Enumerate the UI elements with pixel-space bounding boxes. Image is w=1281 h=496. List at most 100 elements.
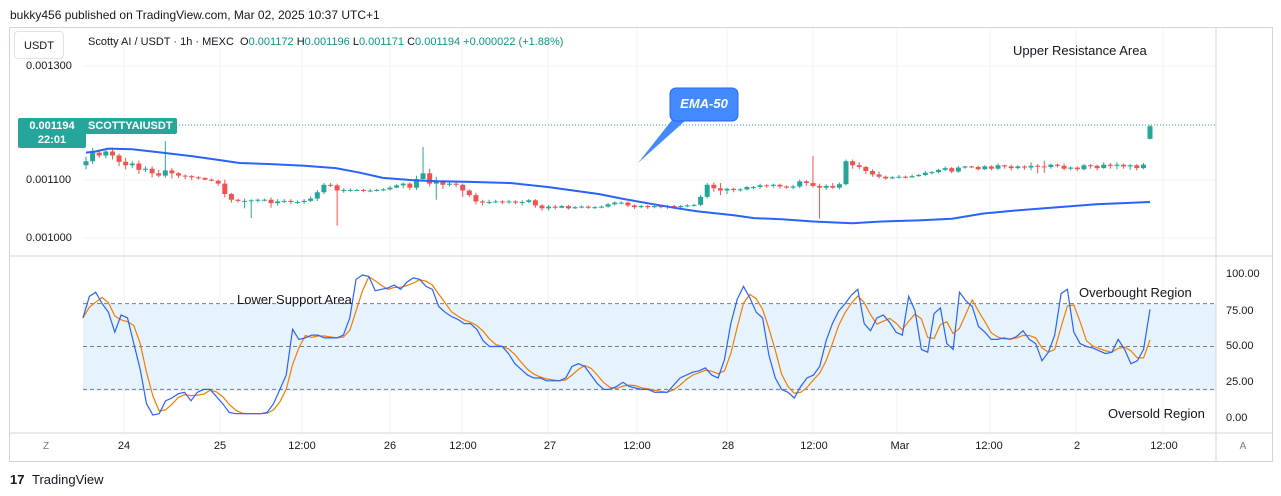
candle [235, 198, 241, 203]
candle [605, 203, 611, 208]
candle-body [803, 181, 809, 184]
candle-body [936, 169, 942, 173]
candle [169, 168, 175, 179]
candle [572, 206, 578, 209]
candle-body [374, 189, 380, 191]
candle [526, 199, 532, 204]
candle [850, 159, 856, 169]
timezone-button[interactable]: Z [42, 441, 50, 452]
candle [341, 188, 347, 193]
ema-callout-pointer [638, 113, 686, 163]
candle [717, 183, 723, 196]
candle [565, 204, 571, 210]
candle [486, 199, 492, 205]
candle [281, 199, 287, 204]
candle [1134, 164, 1140, 171]
candle [797, 179, 803, 189]
time-axis-label: 12:00 [449, 440, 477, 452]
candle [770, 183, 776, 188]
candle-body [1008, 166, 1014, 169]
logo-text: TradingView [32, 472, 104, 487]
candle [176, 172, 182, 178]
candle [420, 146, 426, 180]
candle [453, 182, 459, 188]
candle-body [1021, 166, 1027, 168]
candle [374, 188, 380, 192]
candle-body [632, 205, 638, 208]
candle-body [215, 180, 221, 184]
candle-body [598, 206, 604, 208]
auto-scale-button[interactable]: A [1239, 441, 1247, 452]
candle-body [922, 172, 928, 176]
candle-body [1101, 164, 1107, 169]
candle-body [889, 177, 895, 179]
candle-body [255, 199, 261, 201]
candle-body [572, 207, 578, 209]
candle [480, 199, 486, 206]
candle [598, 205, 604, 209]
candle-body [387, 187, 393, 190]
currency-button[interactable]: USDT [14, 31, 64, 59]
candle [354, 188, 360, 192]
candle-body [394, 185, 400, 188]
candle-body [704, 184, 710, 197]
candle [328, 183, 334, 188]
candle-body [909, 176, 915, 178]
time-axis-label: 26 [383, 440, 397, 452]
candle-body [116, 155, 122, 162]
candle-body [162, 170, 168, 176]
candle [248, 199, 254, 219]
high-value: 0.001196 [304, 36, 350, 48]
candle [869, 169, 875, 177]
candle-body [625, 202, 631, 206]
candle-body [784, 186, 790, 188]
candle [361, 188, 367, 193]
candle-body [195, 177, 201, 179]
time-axis-label: 2 [1073, 440, 1081, 452]
candle [367, 188, 373, 193]
candle [1048, 163, 1054, 169]
candle [314, 189, 320, 201]
candle [96, 150, 102, 158]
candle [228, 192, 234, 203]
candle [691, 203, 697, 207]
candle [149, 166, 155, 178]
tradingview-logo[interactable]: 17 TradingView [10, 472, 104, 487]
candle [116, 153, 122, 167]
candle [288, 199, 294, 205]
candle [519, 200, 525, 206]
osc-axis-label: 25.00 [1226, 376, 1254, 388]
candle [1127, 164, 1133, 170]
candle [142, 166, 148, 173]
high-label: H [296, 36, 305, 48]
ema-callout-box [669, 87, 739, 122]
symbol-info: Scotty AI / USDT · 1h · MEXC O0.001172 H… [88, 36, 563, 48]
candle-body [830, 185, 836, 188]
candle-body [724, 188, 730, 191]
candle-body [235, 199, 241, 201]
candle [1094, 164, 1100, 171]
candle-body [856, 165, 862, 167]
candle-body [869, 171, 875, 175]
candle-body [275, 201, 281, 204]
candle [645, 204, 651, 209]
time-axis-label: 12:00 [975, 440, 1003, 452]
candle-body [850, 161, 856, 166]
candle-body [142, 168, 148, 170]
candle-body [817, 185, 823, 188]
candle [817, 183, 823, 219]
candle-body [1074, 167, 1080, 170]
candle-body [407, 183, 413, 188]
candle-body [176, 173, 182, 176]
time-axis-label: 25 [213, 440, 227, 452]
candle-body [149, 168, 155, 174]
open-label: O [240, 36, 249, 48]
candle [916, 173, 922, 177]
candle-body [645, 206, 651, 208]
candle-body [460, 184, 466, 191]
candle [612, 201, 618, 206]
candle [704, 183, 710, 199]
candle [592, 206, 598, 209]
candle-body [281, 200, 287, 202]
